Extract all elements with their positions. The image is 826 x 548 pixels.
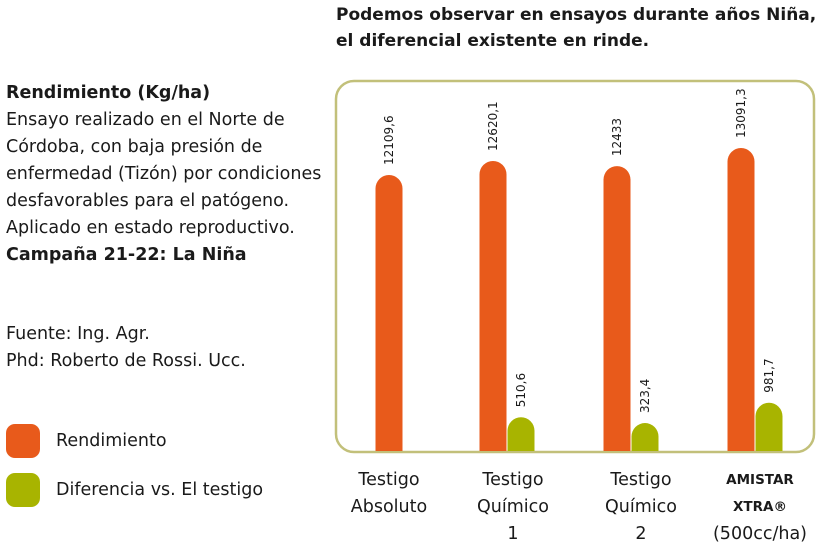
category-label-3-line-0: AMISTAR XTRA® — [726, 472, 794, 515]
value-label-diferencia-1: 510,6 — [514, 373, 528, 407]
value-label-rendimiento-3: 13091,3 — [734, 88, 748, 138]
legend-item-rendimiento: Rendimiento — [6, 424, 263, 458]
bar-rendimiento-1 — [479, 160, 507, 451]
source-credit: Fuente: Ing. Agr. Phd: Roberto de Rossi.… — [6, 321, 326, 375]
description-line-4: desfavorables para el patógeno. — [6, 191, 290, 211]
bar-diferencia-2 — [631, 423, 659, 451]
legend-label-diferencia: Diferencia vs. El testigo — [56, 480, 264, 500]
headline-line-2: el diferencial existente en rinde. — [336, 31, 650, 51]
bar-diferencia-3 — [755, 402, 783, 451]
description-line-2: Córdoba, con baja presión de — [6, 137, 263, 157]
category-label-1-line-0: Testigo — [482, 470, 544, 490]
campaign-label: Campaña 21-22: La Niña — [6, 245, 247, 265]
value-label-rendimiento-1: 12620,1 — [486, 101, 500, 151]
legend-label-rendimiento: Rendimiento — [56, 431, 167, 451]
source-line-2: Phd: Roberto de Rossi. Ucc. — [6, 351, 246, 371]
category-label-2-line-2: 2 — [635, 524, 647, 544]
category-label-2-line-0: Testigo — [610, 470, 672, 490]
headline-line-1: Podemos observar en ensayos durante años… — [336, 5, 817, 25]
category-label-2: Testigo Químico 2 — [581, 467, 701, 548]
category-label-3-line-1: (500cc/ha) — [712, 524, 807, 544]
chart-headline: Podemos observar en ensayos durante años… — [336, 2, 822, 54]
bar-rendimiento-0 — [375, 175, 403, 451]
legend-swatch-rendimiento — [6, 424, 40, 458]
category-label-1: Testigo Químico 1 — [453, 467, 573, 548]
category-label-0: Testigo Absoluto — [329, 467, 449, 521]
value-label-diferencia-3: 981,7 — [762, 358, 776, 392]
chart-frame — [334, 79, 816, 454]
bar-rendimiento-3 — [727, 148, 755, 451]
trial-description: Rendimiento (Kg/ha) Ensayo realizado en … — [6, 80, 334, 269]
category-label-0-line-1: Absoluto — [350, 497, 428, 517]
category-label-3: AMISTAR XTRA® (500cc/ha) — [700, 467, 820, 548]
value-label-rendimiento-0: 12109,6 — [382, 115, 396, 165]
description-title: Rendimiento (Kg/ha) — [6, 83, 211, 103]
legend-swatch-diferencia — [6, 473, 40, 507]
bar-diferencia-1 — [507, 417, 535, 451]
legend: Rendimiento Diferencia vs. El testigo — [6, 424, 263, 522]
description-line-5: Aplicado en estado reproductivo. — [6, 218, 295, 238]
value-label-rendimiento-2: 12433 — [610, 118, 624, 156]
category-label-2-line-1: Químico — [605, 497, 677, 517]
legend-item-diferencia: Diferencia vs. El testigo — [6, 473, 263, 507]
category-label-0-line-0: Testigo — [358, 470, 420, 490]
source-line-1: Fuente: Ing. Agr. — [6, 324, 150, 344]
description-line-3: enfermedad (Tizón) por condiciones — [6, 164, 322, 184]
category-label-1-line-1: Químico — [477, 497, 549, 517]
bar-rendimiento-2 — [603, 166, 631, 452]
value-label-diferencia-2: 323,4 — [638, 379, 652, 413]
description-line-1: Ensayo realizado en el Norte de — [6, 110, 285, 130]
category-label-1-line-2: 1 — [507, 524, 519, 544]
